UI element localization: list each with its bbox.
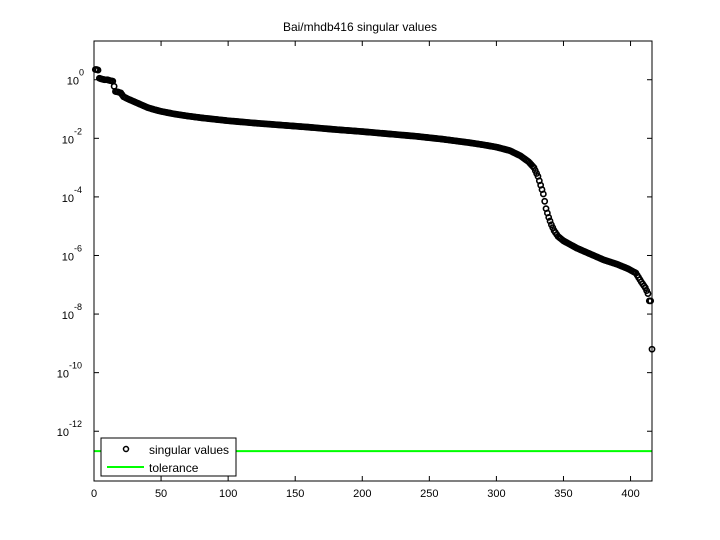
x-tick-label: 0 (91, 488, 97, 500)
legend: singular values tolerance (100, 437, 237, 477)
x-tick-label: 150 (286, 488, 304, 500)
x-tick-label: 50 (155, 488, 167, 500)
legend-box (100, 437, 237, 477)
data-point (546, 217, 554, 225)
y-tick-exponent: -2 (74, 126, 82, 136)
x-tick-label: 350 (554, 488, 572, 500)
x-axis: 0 50 100 150 200 250 300 350 400 (91, 41, 640, 500)
x-tick-label: 100 (219, 488, 237, 500)
y-tick-exponent: -6 (74, 243, 82, 253)
y-tick-label: 10 (62, 310, 74, 322)
y-tick-label: 10 (67, 76, 79, 88)
data-point (644, 290, 652, 297)
y-tick-exponent: -4 (74, 185, 82, 195)
x-tick-label: 200 (353, 488, 371, 500)
y-tick-exponent: 0 (79, 68, 84, 78)
x-tick-label: 300 (487, 488, 505, 500)
data-point (94, 66, 102, 74)
legend-label-singular-values: singular values (149, 443, 229, 457)
y-tick-label: 10 (57, 427, 69, 439)
x-tick-label: 250 (420, 488, 438, 500)
data-point (647, 297, 655, 305)
singular-values-series (91, 66, 656, 353)
x-tick-label: 400 (621, 488, 639, 500)
data-point (545, 214, 553, 221)
y-tick-exponent: -10 (69, 361, 82, 371)
y-tick-label: 10 (62, 134, 74, 146)
chart-title: Bai/mhdb416 singular values (282, 20, 438, 34)
data-point (541, 197, 549, 205)
legend-circle-marker-icon (122, 445, 130, 453)
y-tick-exponent: -12 (69, 419, 82, 429)
y-tick-label: 10 (62, 251, 74, 263)
axes-frame (93, 40, 653, 482)
data-point (539, 190, 547, 198)
y-tick-exponent: -8 (74, 302, 82, 312)
y-tick-label: 10 (62, 193, 74, 205)
y-tick-label: 10 (57, 369, 69, 381)
legend-label-tolerance: tolerance (149, 461, 199, 475)
